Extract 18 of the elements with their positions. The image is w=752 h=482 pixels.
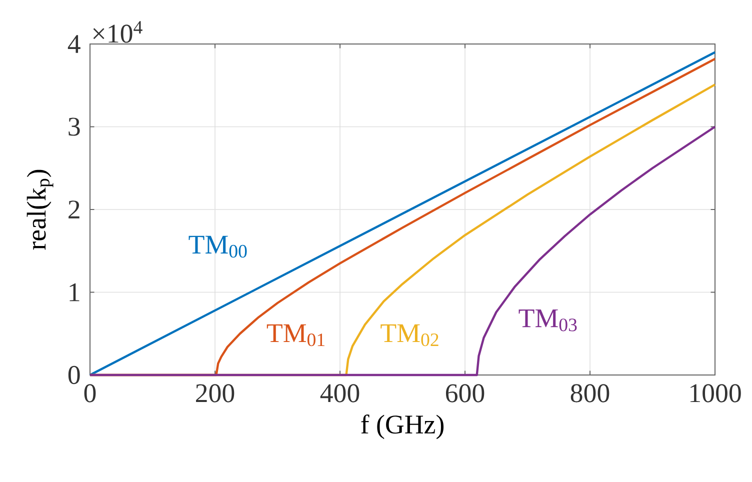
series-label: TM$_{01}$ bbox=[266, 324, 324, 346]
y-axis-title: real(k$_{p}$) bbox=[26, 170, 54, 250]
series-label: TM$_{02}$ bbox=[380, 324, 438, 346]
y-tick-label: 3 bbox=[68, 118, 80, 136]
x-axis-title: f (GHz) bbox=[361, 414, 444, 440]
x-tick-label: 0 bbox=[84, 384, 96, 402]
x-tick-label: 1000 bbox=[690, 384, 741, 402]
y-tick-label: 4 bbox=[68, 35, 80, 53]
y-tick-label: 2 bbox=[68, 200, 80, 218]
series-label: TM$_{00}$ bbox=[188, 236, 247, 258]
x-tick-label: 800 bbox=[570, 384, 610, 402]
x-tick-label: 600 bbox=[446, 384, 484, 402]
y-tick-label: 1 bbox=[70, 283, 80, 302]
series-label: TM$_{03}$ bbox=[518, 309, 577, 332]
text: ×10$^{4}$ bbox=[93, 21, 142, 43]
x-tick-label: 400 bbox=[320, 384, 360, 402]
x-tick-label: 200 bbox=[196, 384, 234, 402]
y-tick-label: 0 bbox=[68, 366, 80, 384]
